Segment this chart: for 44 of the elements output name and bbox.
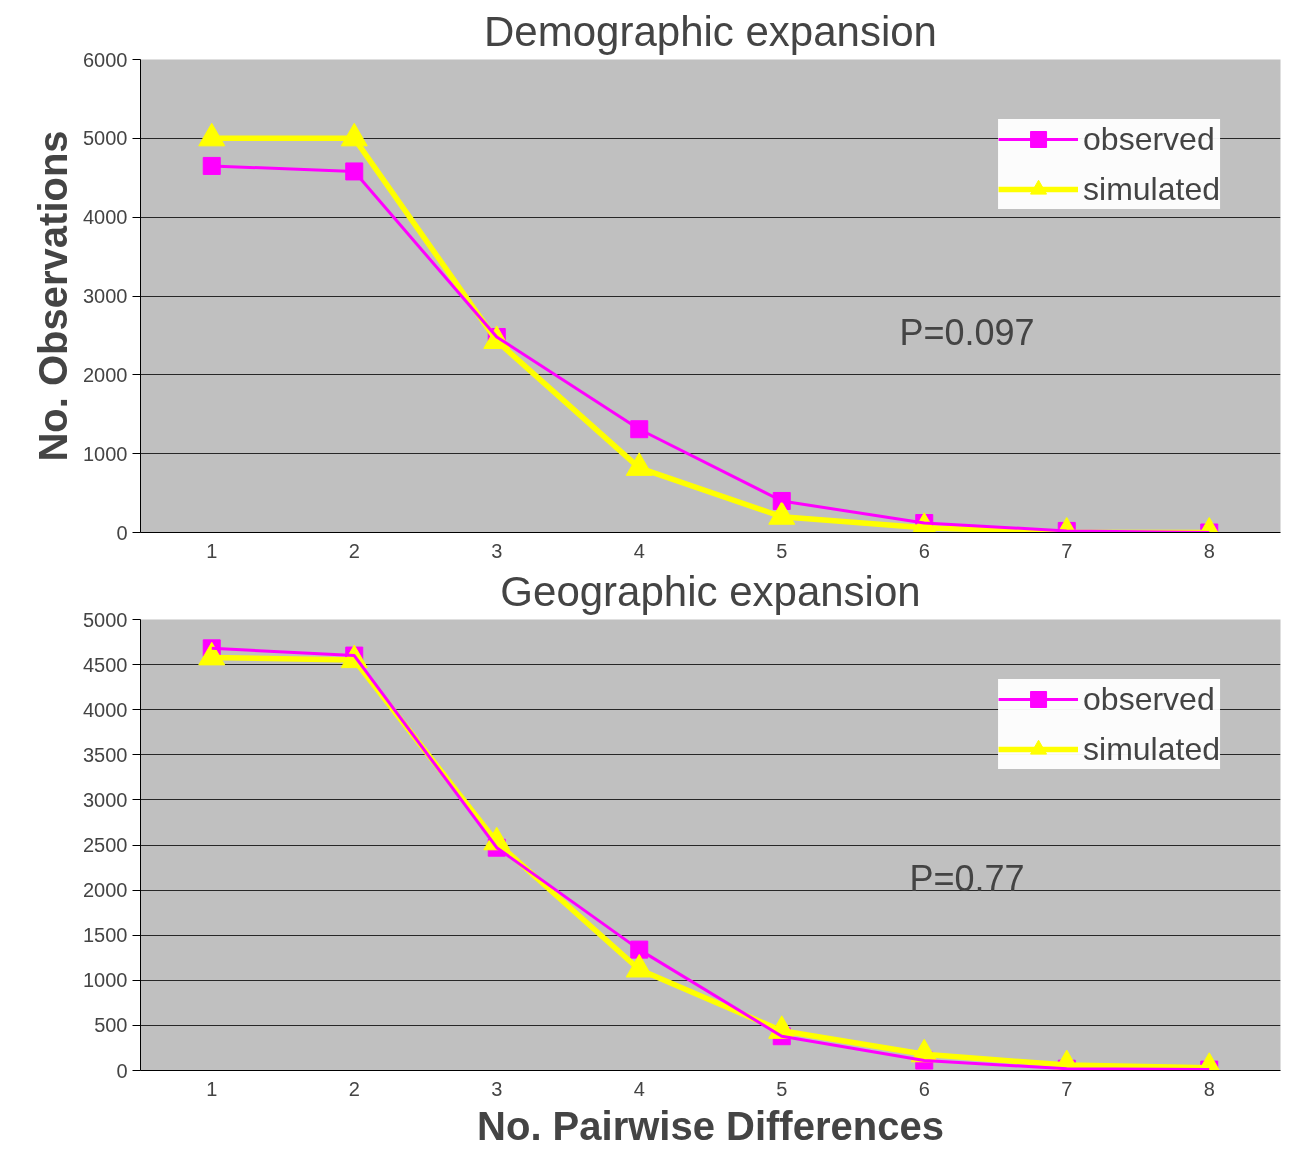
x-tick-label: 5 [776, 539, 788, 562]
x-tick-label: 7 [1061, 539, 1073, 562]
x-tick-label: 3 [491, 539, 503, 562]
legend-label: observed [1083, 680, 1215, 718]
legend-label: simulated [1083, 730, 1220, 768]
annotation: P=0.77 [909, 858, 1025, 900]
x-tick-label: 2 [348, 539, 360, 562]
legend-label: simulated [1083, 170, 1220, 208]
x-tick-label: 4 [633, 1077, 645, 1100]
x-tick-label: 2 [348, 1077, 360, 1100]
x-axis-title: No. Pairwise Differences [477, 1103, 944, 1148]
x-tick-label: 8 [1203, 1077, 1215, 1100]
y-tick-label: 1000 [83, 969, 128, 992]
y-tick-label: 0 [116, 1059, 128, 1082]
legend-label: observed [1083, 120, 1215, 158]
y-tick-label: 2000 [83, 879, 128, 902]
x-tick-label: 6 [918, 539, 930, 562]
y-tick-label: 500 [94, 1014, 128, 1037]
y-tick-label: 0 [116, 521, 128, 544]
y-tick-label: 3000 [83, 788, 128, 811]
y-tick-label: 4000 [83, 206, 128, 229]
x-tick-label: 7 [1061, 1077, 1073, 1100]
y-tick-label: 4500 [83, 653, 128, 676]
chart-title: Geographic expansion [500, 567, 921, 615]
y-tick-label: 1500 [83, 924, 128, 947]
x-tick-label: 4 [633, 539, 645, 562]
x-tick-label: 1 [206, 539, 218, 562]
y-tick-label: 2000 [83, 363, 128, 386]
y-tick-label: 2500 [83, 834, 128, 856]
x-tick-label: 3 [491, 1077, 503, 1100]
y-tick-label: 1000 [83, 442, 128, 465]
y-tick-label: 3500 [83, 743, 128, 766]
x-tick-label: 8 [1203, 539, 1215, 562]
chart-title: Demographic expansion [484, 7, 937, 55]
y-tick-label: 6000 [83, 48, 128, 71]
annotation: P=0.097 [899, 311, 1035, 353]
x-tick-label: 6 [918, 1077, 930, 1100]
y-tick-label: 4000 [83, 698, 128, 721]
y-axis-title: No. Observations [31, 130, 76, 462]
y-tick-label: 5000 [83, 127, 128, 150]
y-tick-label: 3000 [83, 285, 128, 307]
y-tick-label: 5000 [83, 608, 128, 631]
x-tick-label: 1 [206, 1077, 218, 1100]
x-tick-label: 5 [776, 1077, 788, 1100]
